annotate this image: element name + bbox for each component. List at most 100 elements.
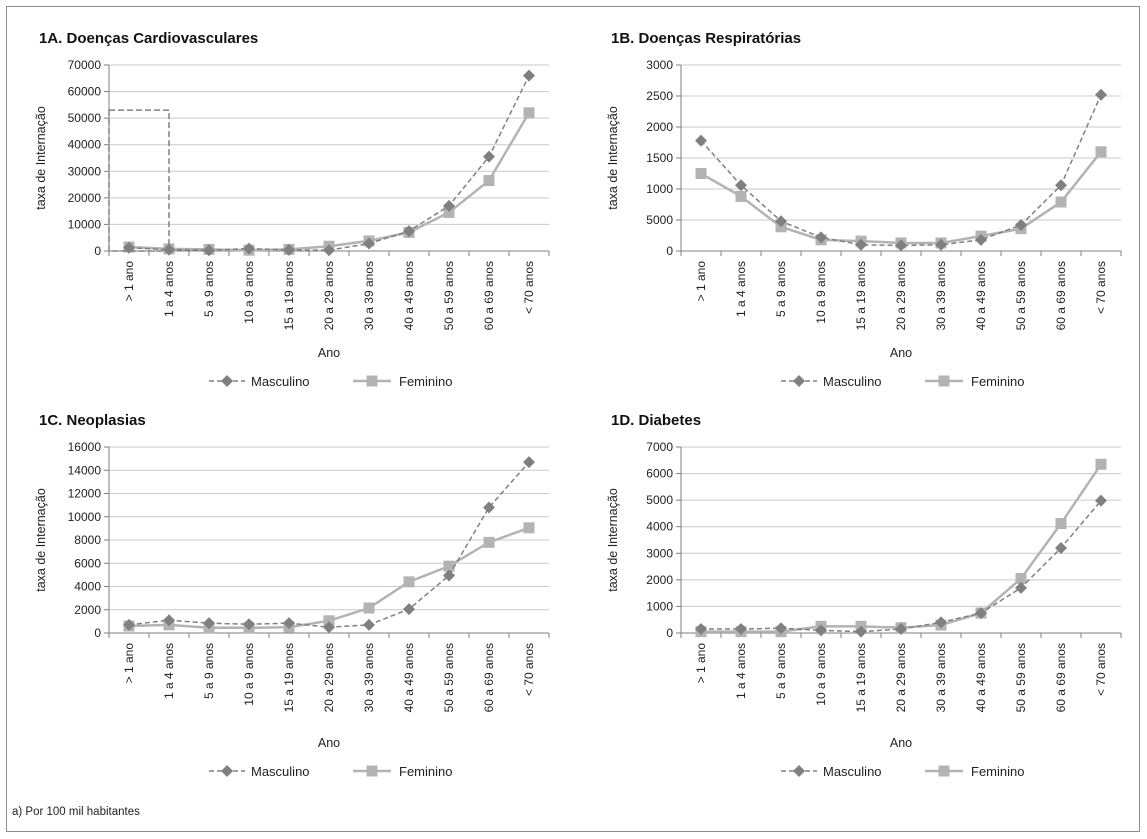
y-tick-label: 0 [94, 626, 101, 640]
legend-label-feminino: Feminino [399, 374, 452, 389]
series-line-feminino [700, 151, 1102, 245]
legend-marker-masculino [793, 375, 805, 387]
data-point-masculino [1055, 541, 1067, 554]
data-point-masculino [815, 231, 827, 244]
x-tick-label: 60 a 69 anos [1054, 643, 1068, 712]
data-point-feminino [1095, 146, 1107, 158]
data-point-feminino [695, 168, 707, 179]
y-tick-label: 20000 [68, 191, 102, 205]
legend-marker-masculino [221, 765, 233, 777]
y-tick-label: 3000 [646, 58, 673, 72]
x-tick-label: 40 a 49 anos [402, 643, 416, 712]
x-tick-label: 30 a 39 anos [362, 261, 376, 330]
x-tick-label: 30 a 39 anos [934, 261, 948, 330]
data-point-masculino [283, 243, 295, 256]
y-tick-label: 7000 [646, 440, 673, 454]
y-tick-label: 2000 [646, 573, 673, 587]
data-point-feminino [443, 206, 455, 218]
x-tick-label: 1 a 4 anos [734, 261, 748, 317]
x-tick-label: > 1 ano [122, 643, 136, 684]
x-tick-label: 5 a 9 anos [202, 261, 216, 317]
y-tick-label: 40000 [68, 138, 102, 152]
figure-canvas: 1A. Doenças Cardiovasculares010000200003… [34, 30, 1122, 779]
x-axis-label: Ano [890, 346, 912, 360]
y-axis-label: taxa de Internação [606, 488, 620, 592]
y-tick-label: 70000 [68, 58, 102, 72]
x-tick-label: 50 a 59 anos [1014, 261, 1028, 330]
legend-label-masculino: Masculino [251, 764, 310, 779]
data-point-masculino [323, 621, 335, 634]
x-tick-label: 60 a 69 anos [1054, 261, 1068, 330]
x-axis-label: Ano [318, 736, 340, 750]
y-tick-label: 4000 [74, 580, 101, 594]
x-tick-label: 10 a 9 anos [814, 643, 828, 706]
series-line-feminino [128, 526, 530, 630]
x-tick-label: 50 a 59 anos [1014, 643, 1028, 712]
data-point-masculino [483, 501, 495, 514]
y-axis-label: taxa de Internação [606, 106, 620, 210]
legend-label-feminino: Feminino [971, 374, 1024, 389]
data-point-masculino [443, 569, 455, 582]
data-point-masculino [855, 625, 867, 638]
x-tick-label: 40 a 49 anos [402, 261, 416, 330]
x-tick-label: 10 a 9 anos [814, 261, 828, 324]
x-tick-label: < 70 anos [522, 643, 536, 696]
data-point-feminino [1095, 458, 1107, 470]
data-point-masculino [1095, 494, 1107, 507]
y-tick-label: 1000 [646, 599, 673, 613]
data-point-masculino [1095, 88, 1107, 101]
legend-label-masculino: Masculino [823, 764, 882, 779]
data-point-masculino [363, 237, 375, 250]
x-tick-label: 5 a 9 anos [202, 643, 216, 699]
y-tick-label: 60000 [68, 85, 102, 99]
y-tick-label: 2500 [646, 89, 673, 103]
data-point-masculino [775, 215, 787, 228]
y-tick-label: 1000 [646, 182, 673, 196]
legend-marker-masculino [793, 765, 805, 777]
data-point-masculino [243, 242, 255, 255]
data-point-feminino [323, 615, 335, 627]
y-tick-label: 10000 [68, 217, 102, 231]
chart-title: 1D. Diabetes [611, 412, 701, 429]
legend-marker-feminino [366, 375, 378, 387]
data-point-masculino [283, 617, 295, 630]
data-point-masculino [203, 244, 215, 257]
data-point-masculino [363, 618, 375, 631]
data-point-masculino [935, 616, 947, 629]
data-point-masculino [523, 456, 535, 469]
series-line-masculino [701, 500, 1102, 633]
legend-label-feminino: Feminino [399, 764, 452, 779]
x-tick-label: 50 a 59 anos [442, 643, 456, 712]
x-tick-label: 30 a 39 anos [934, 643, 948, 712]
x-axis-label: Ano [318, 346, 340, 360]
data-point-masculino [443, 199, 455, 212]
data-point-masculino [775, 622, 787, 635]
data-point-feminino [403, 576, 415, 588]
panel-1a: 1A. Doenças Cardiovasculares 0 10000 20000 3… [34, 30, 550, 389]
data-point-masculino [403, 603, 415, 616]
y-tick-label: 10000 [68, 510, 102, 524]
x-tick-label: 60 a 69 anos [482, 643, 496, 712]
x-tick-label: 15 a 19 anos [854, 643, 868, 712]
y-tick-label: 0 [666, 244, 673, 258]
x-tick-label: 20 a 29 anos [322, 261, 336, 330]
data-point-masculino [1055, 179, 1067, 192]
data-point-feminino [363, 602, 375, 614]
data-point-masculino [695, 134, 707, 147]
footnote: a) Por 100 mil habitantes [12, 806, 140, 818]
data-point-feminino [1055, 518, 1067, 530]
legend-marker-feminino [938, 765, 950, 777]
y-tick-label: 0 [666, 626, 673, 640]
y-tick-label: 16000 [68, 440, 102, 454]
panel-1c: 1C. Neoplasias 0 2000 4000 6000 8000 10000 1200… [34, 412, 550, 779]
y-axis-label: taxa de Internação [34, 106, 48, 210]
data-point-masculino [1015, 218, 1027, 231]
data-point-masculino [695, 623, 707, 636]
data-point-masculino [735, 623, 747, 636]
x-tick-label: 5 a 9 anos [774, 643, 788, 699]
x-tick-label: 20 a 29 anos [894, 643, 908, 712]
x-tick-label: 20 a 29 anos [322, 643, 336, 712]
legend-marker-feminino [366, 765, 378, 777]
data-point-masculino [975, 233, 987, 246]
data-point-masculino [523, 69, 535, 82]
